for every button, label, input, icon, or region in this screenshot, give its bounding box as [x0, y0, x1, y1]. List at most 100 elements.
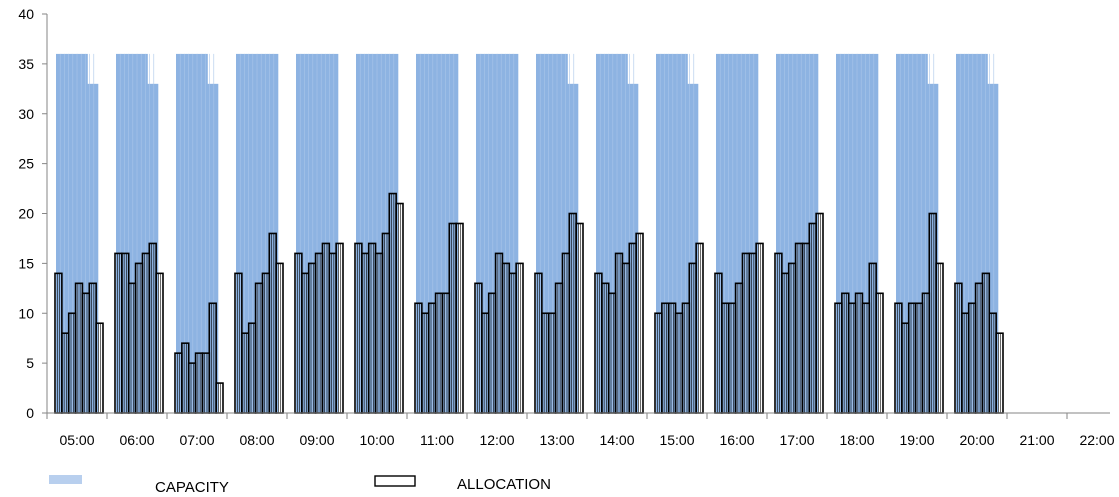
- capacity-bar: [747, 53, 754, 414]
- capacity-bar: [502, 53, 508, 414]
- capacity-bar: [721, 53, 727, 414]
- capacity-bar: [431, 53, 438, 414]
- capacity-bar: [301, 53, 307, 414]
- x-tick-label: 22:00: [1079, 432, 1114, 448]
- capacity-bar: [901, 53, 907, 414]
- capacity-bar: [791, 53, 798, 414]
- capacity-bar: [257, 53, 263, 414]
- capacity-bar: [557, 53, 563, 414]
- capacity-bar: [541, 53, 547, 414]
- capacity-bar: [786, 53, 793, 414]
- capacity-bar: [142, 53, 148, 414]
- capacity-bar: [596, 53, 602, 414]
- capacity-bar: [671, 53, 678, 414]
- capacity-bar: [77, 53, 83, 414]
- capacity-bar: [61, 53, 67, 414]
- capacity-bar: [956, 53, 962, 414]
- capacity-bar: [862, 53, 868, 414]
- capacity-bar: [512, 53, 519, 414]
- capacity-bar: [906, 53, 913, 414]
- capacity-bar: [481, 53, 487, 414]
- y-tick-label: 10: [18, 305, 34, 321]
- x-tick-label: 18:00: [839, 432, 874, 448]
- capacity-bar: [262, 53, 268, 414]
- y-tick-label: 35: [18, 56, 34, 72]
- x-tick-label: 16:00: [719, 432, 754, 448]
- legend-capacity-swatch: [49, 475, 82, 484]
- capacity-bar: [497, 53, 503, 414]
- capacity-bar: [327, 53, 334, 414]
- x-tick-label: 12:00: [479, 432, 514, 448]
- capacity-bar: [857, 53, 863, 414]
- capacity-bar: [731, 53, 738, 414]
- capacity-bar: [551, 53, 558, 414]
- capacity-bar: [627, 83, 634, 413]
- capacity-bar: [212, 83, 219, 413]
- capacity-bar: [371, 53, 378, 414]
- capacity-bar: [666, 53, 673, 414]
- capacity-bar: [332, 53, 339, 414]
- y-tick-label: 5: [26, 355, 34, 371]
- capacity-bar: [961, 53, 967, 414]
- capacity-bar: [966, 53, 973, 414]
- capacity-bar: [656, 53, 662, 414]
- capacity-bar: [71, 53, 78, 414]
- capacity-bar: [317, 53, 323, 414]
- capacity-bar: [611, 53, 618, 414]
- capacity-bar: [896, 53, 902, 414]
- capacity-bar: [971, 53, 978, 414]
- capacity-bar: [982, 53, 988, 414]
- x-tick-label: 19:00: [899, 432, 934, 448]
- capacity-bar: [241, 53, 247, 414]
- capacity-bar: [836, 53, 842, 414]
- capacity-bar: [567, 83, 574, 413]
- x-tick-label: 06:00: [119, 432, 154, 448]
- capacity-bar: [207, 83, 214, 413]
- capacity-bar: [802, 53, 808, 414]
- capacity-bar: [236, 53, 242, 414]
- capacity-bar: [677, 53, 683, 414]
- capacity-bar: [92, 83, 99, 413]
- capacity-bar: [851, 53, 858, 414]
- x-tick-label: 13:00: [539, 432, 574, 448]
- capacity-bar: [421, 53, 427, 414]
- y-tick-label: 25: [18, 156, 34, 172]
- capacity-bar: [296, 53, 302, 414]
- capacity-bar: [121, 53, 127, 414]
- capacity-bar: [131, 53, 138, 414]
- capacity-bar: [987, 83, 994, 413]
- capacity-bar: [617, 53, 623, 414]
- capacity-bar: [486, 53, 493, 414]
- capacity-bar: [752, 53, 759, 414]
- capacity-bar: [322, 53, 328, 414]
- x-tick-label: 21:00: [1019, 432, 1054, 448]
- capacity-bar: [186, 53, 193, 414]
- legend-allocation-swatch: [374, 475, 416, 487]
- capacity-bar: [147, 83, 154, 413]
- y-tick-label: 0: [26, 405, 34, 421]
- capacity-bar: [197, 53, 203, 414]
- capacity-bar: [917, 53, 923, 414]
- capacity-bar: [797, 53, 803, 414]
- y-tick-label: 20: [18, 206, 34, 222]
- legend-allocation-label: ALLOCATION: [457, 476, 551, 493]
- x-tick-label: 08:00: [239, 432, 274, 448]
- capacity-bar: [437, 53, 443, 414]
- capacity-bar: [562, 53, 568, 414]
- capacity-bar: [246, 53, 253, 414]
- y-tick-label: 15: [18, 255, 34, 271]
- capacity-bar: [356, 53, 362, 414]
- capacity-bar: [841, 53, 847, 414]
- capacity-bar: [82, 53, 88, 414]
- capacity-bar: [977, 53, 983, 414]
- capacity-bar: [387, 53, 394, 414]
- capacity-bar: [846, 53, 853, 414]
- capacity-series: [56, 53, 999, 414]
- capacity-bar: [622, 53, 628, 414]
- capacity-bar: [126, 53, 133, 414]
- capacity-bar: [311, 53, 318, 414]
- x-tick-label: 20:00: [959, 432, 994, 448]
- capacity-bar: [687, 83, 694, 413]
- axes: 0 5 10 15 20 25 30 35 40 05:00 06:00 07:00 08:00 09:0…: [18, 6, 1114, 448]
- legend: CAPACITY ALLOCATION: [49, 475, 551, 496]
